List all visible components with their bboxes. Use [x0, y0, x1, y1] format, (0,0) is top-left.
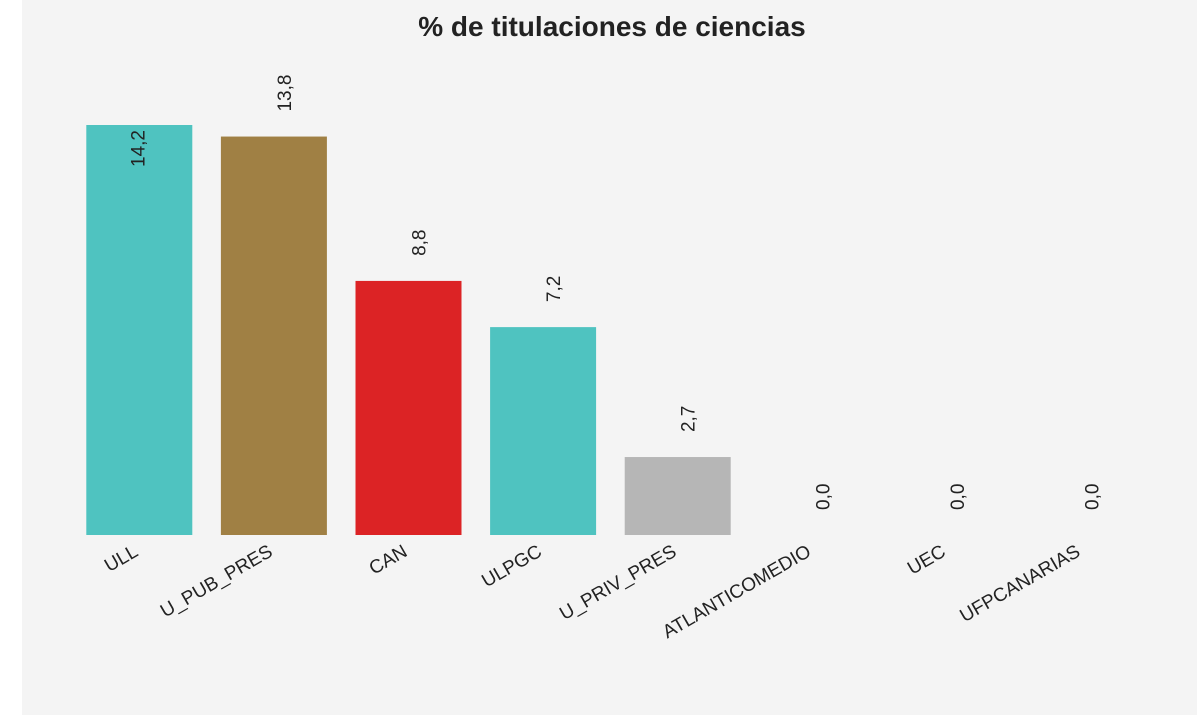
- value-label: 0,0: [1083, 484, 1104, 510]
- bar: [220, 136, 327, 535]
- value-label: 8,8: [410, 229, 431, 255]
- value-label: 0,0: [813, 484, 834, 510]
- value-label: 13,8: [275, 75, 296, 112]
- value-label: 0,0: [948, 484, 969, 510]
- bar: [490, 327, 597, 535]
- bar: [86, 125, 193, 535]
- value-label: 2,7: [679, 406, 700, 432]
- value-label: 14,2: [128, 130, 149, 167]
- bar: [355, 280, 462, 535]
- chart-background: [22, 0, 1197, 715]
- value-label: 7,2: [544, 276, 565, 302]
- chart-title: % de titulaciones de ciencias: [418, 11, 805, 42]
- bar: [624, 457, 731, 535]
